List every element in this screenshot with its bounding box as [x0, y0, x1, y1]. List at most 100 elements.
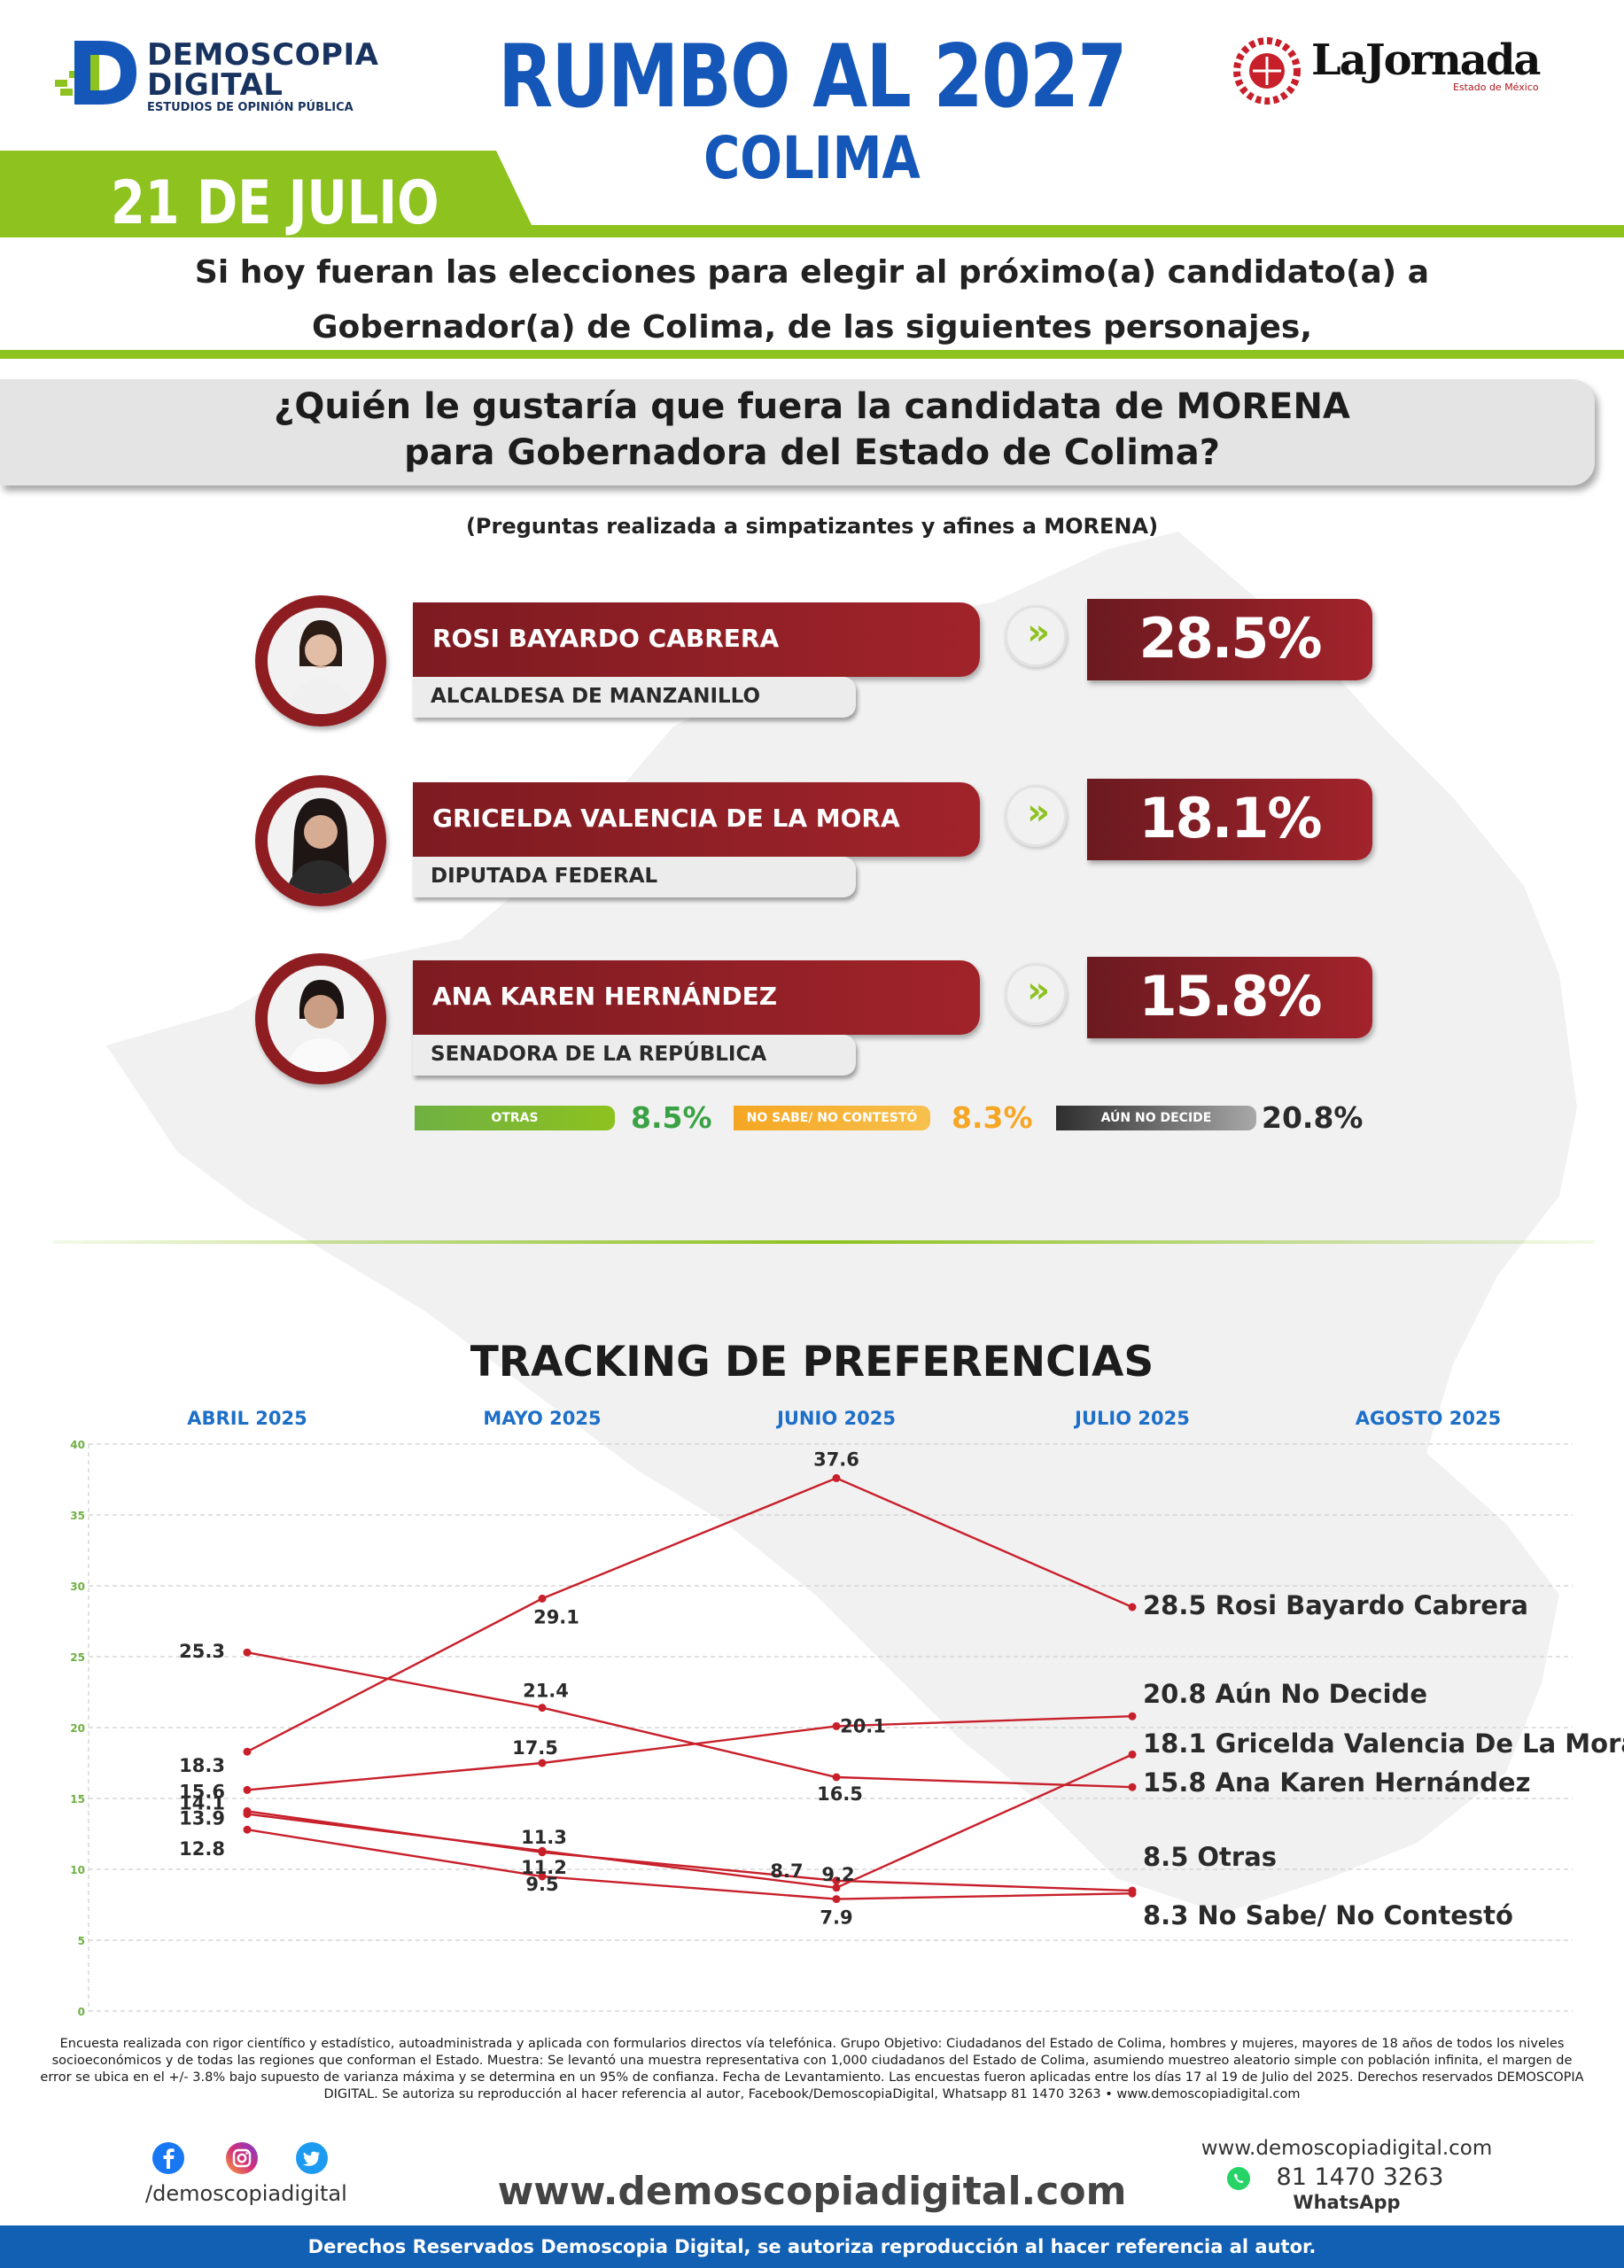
chevron-right-icon: » — [1005, 963, 1067, 1025]
website-url-small[interactable]: www.demoscopiadigital.com — [1201, 2137, 1493, 2160]
data-point — [243, 1825, 252, 1834]
data-point — [538, 1848, 547, 1857]
candidate-role-bar-3: SENADORA DE LA REPÚBLICA — [413, 1035, 856, 1076]
undecided-bar: AÚN NO DECIDE — [1056, 1106, 1256, 1130]
candidate-pct-2: 18.1% — [1138, 786, 1322, 850]
data-label: 11.2 — [521, 1857, 567, 1878]
instagram-icon[interactable] — [226, 2142, 258, 2174]
candidate-pct-3: 15.8% — [1138, 964, 1322, 1029]
data-label: 25.3 — [179, 1641, 225, 1662]
y-tick-label: 20 — [70, 1722, 85, 1735]
logo-text-demoscopia: DEMOSCOPIA — [147, 37, 379, 73]
candidate-role-bar-1: ALCALDESA DE MANZANILLO — [413, 677, 856, 718]
twitter-icon[interactable] — [296, 2142, 328, 2174]
data-label: 17.5 — [512, 1737, 558, 1759]
others-value: 8.5% — [631, 1100, 712, 1135]
data-point — [538, 1594, 547, 1603]
candidate-photo-2 — [255, 775, 386, 906]
data-label: 13.9 — [179, 1808, 225, 1829]
data-point — [832, 1721, 841, 1730]
y-tick-label: 40 — [70, 1439, 85, 1451]
data-label: 21.4 — [523, 1681, 569, 1702]
avatar — [268, 966, 374, 1072]
series-end-label: 28.5 Rosi Bayardo Cabrera — [1143, 1590, 1528, 1620]
data-point — [1128, 1783, 1137, 1791]
data-label: 12.8 — [179, 1838, 225, 1860]
series-end-label: 20.8 Aún No Decide — [1143, 1679, 1427, 1709]
series-end-label: 15.8 Ana Karen Hernández — [1143, 1767, 1530, 1798]
data-label: 8.7 — [770, 1860, 803, 1882]
website-url-large[interactable]: www.demoscopiadigital.com — [497, 2169, 1127, 2214]
facebook-icon[interactable] — [152, 2142, 184, 2174]
data-point — [832, 1773, 841, 1782]
date-banner — [0, 151, 1624, 237]
whatsapp-label: WhatsApp — [1293, 2192, 1401, 2213]
y-tick-label: 15 — [70, 1793, 85, 1806]
y-tick-label: 25 — [70, 1651, 85, 1664]
data-label: 18.3 — [179, 1755, 225, 1776]
data-point — [538, 1704, 547, 1713]
data-label: 37.6 — [813, 1449, 859, 1470]
series-line — [246, 1715, 1133, 1791]
x-tick-label: ABRIL 2025 — [187, 1408, 307, 1429]
data-point — [1128, 1712, 1137, 1720]
candidate-name-bar-1: ROSI BAYARDO CABRERA — [413, 602, 980, 677]
logo-tagline: ESTUDIOS DE OPINIÓN PÚBLICA — [147, 101, 354, 114]
tracking-title: TRACKING DE PREFERENCIAS — [470, 1338, 1154, 1386]
y-tick-label: 0 — [78, 2006, 85, 2018]
candidate-name-3: ANA KAREN HERNÁNDEZ — [432, 982, 778, 1011]
candidate-pct-box-1: 28.5% — [1087, 599, 1372, 680]
demoscopia-d-icon — [55, 41, 136, 105]
data-point — [243, 1785, 252, 1794]
divider-line — [0, 350, 1624, 359]
avatar — [268, 788, 374, 894]
data-point — [1128, 1750, 1137, 1759]
others-label: OTRAS — [491, 1111, 539, 1125]
data-label: 9.2 — [821, 1864, 854, 1885]
candidate-role-1: ALCALDESA DE MANZANILLO — [431, 685, 761, 708]
sun-emblem-icon — [1233, 37, 1301, 105]
candidate-pct-1: 28.5% — [1138, 606, 1322, 671]
candidate-name-bar-3: ANA KAREN HERNÁNDEZ — [413, 960, 980, 1035]
tracking-line-chart: ABRIL 2025 MAYO 2025 JUNIO 2025 JULIO 2025 A… — [70, 1408, 1624, 2018]
candidate-name-2: GRICELDA VALENCIA DE LA MORA — [432, 804, 900, 833]
x-tick-label: MAYO 2025 — [483, 1408, 601, 1429]
whatsapp-phone[interactable]: 81 1470 3263 — [1276, 2163, 1444, 2191]
methodology-note: Encuesta realizada con rigor científico … — [40, 2037, 1584, 2101]
y-tick-label: 30 — [70, 1581, 85, 1593]
data-point — [832, 1884, 841, 1892]
avatar — [268, 608, 374, 714]
data-label: 7.9 — [820, 1907, 852, 1929]
candidate-name-bar-2: GRICELDA VALENCIA DE LA MORA — [413, 782, 980, 857]
series-line — [246, 1810, 1133, 1892]
data-label: 15.6 — [179, 1781, 225, 1802]
y-tick-label: 5 — [78, 1935, 85, 1947]
survey-date: 21 DE JULIO — [111, 168, 439, 238]
data-point — [832, 1876, 841, 1885]
question-line-2: para Gobernadora del Estado de Colima? — [404, 432, 1220, 473]
intro-line-1: Si hoy fueran las elecciones para elegir… — [194, 254, 1430, 291]
social-handle[interactable]: /demoscopiadigital — [145, 2181, 347, 2206]
candidate-photo-1 — [255, 595, 386, 726]
partner-name: LaJornada — [1311, 35, 1542, 85]
intro-line-2: Gobernador(a) de Colima, de las siguient… — [311, 309, 1313, 346]
question-box — [0, 379, 1595, 485]
x-tick-label: AGOSTO 2025 — [1356, 1408, 1501, 1429]
series-end-label: 8.3 No Sabe/ No Contestó — [1143, 1900, 1513, 1930]
section-separator — [53, 1240, 1595, 1244]
y-tick-label: 10 — [70, 1864, 85, 1876]
series-line — [246, 1477, 1133, 1753]
nosabe-bar: NO SABE/ NO CONTESTÓ — [734, 1106, 930, 1130]
main-title: RUMBO AL 2027 — [498, 27, 1127, 128]
data-point — [1128, 1603, 1137, 1612]
x-tick-label: JULIO 2025 — [1073, 1408, 1190, 1429]
candidate-pct-box-2: 18.1% — [1087, 779, 1372, 860]
data-label: 20.1 — [840, 1715, 886, 1736]
whatsapp-icon — [1227, 2167, 1250, 2190]
candidate-name-1: ROSI BAYARDO CABRERA — [432, 624, 780, 653]
partner-subtitle: Estado de México — [1453, 82, 1539, 93]
demoscopia-logo: DEMOSCOPIA DIGITAL ESTUDIOS DE OPINIÓN P… — [55, 37, 378, 117]
question-line-1: ¿Quién le gustaría que fuera la candidat… — [274, 386, 1350, 427]
series-line — [246, 1651, 1133, 1789]
data-label: 16.5 — [817, 1783, 863, 1805]
